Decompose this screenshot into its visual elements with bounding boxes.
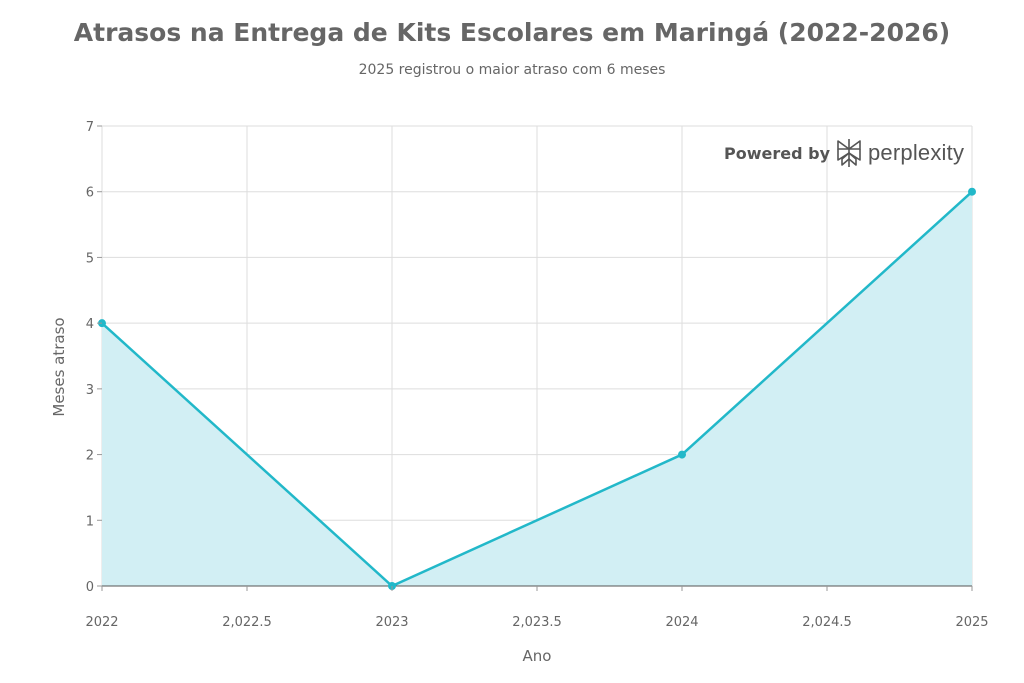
y-tick-label: 1	[86, 514, 94, 529]
x-tick-label: 2024	[665, 615, 698, 630]
y-tick-label: 6	[86, 186, 94, 201]
perplexity-logo-icon	[837, 139, 861, 167]
powered-by-text: Powered by	[724, 143, 830, 163]
y-tick-label: 5	[86, 251, 94, 266]
y-tick-label: 3	[86, 383, 94, 398]
series-line	[101, 190, 973, 588]
x-tick-label: 2,022.5	[222, 615, 272, 630]
y-tick-label: 0	[86, 580, 94, 595]
x-tick-label: 2,024.5	[802, 615, 852, 630]
x-tick-label: 2022	[85, 615, 118, 630]
chart-title: Atrasos na Entrega de Kits Escolares em …	[73, 18, 951, 47]
y-axis-ticks: 0 1 2 3 4 5 6 7	[86, 120, 102, 595]
area-fill	[102, 191, 972, 586]
data-point	[678, 450, 686, 459]
x-axis-label: Ano	[523, 647, 552, 665]
x-tick-label: 2,023.5	[512, 615, 562, 630]
y-axis-label: Meses atraso	[50, 317, 68, 416]
y-tick-label: 2	[86, 449, 94, 464]
x-tick-label: 2023	[375, 615, 408, 630]
y-tick-label: 4	[86, 317, 94, 332]
chart-subtitle: 2025 registrou o maior atraso com 6 mese…	[358, 62, 666, 78]
x-tick-label: 2025	[955, 615, 988, 630]
y-tick-label: 7	[86, 120, 94, 135]
x-axis-ticks: 2022 2,022.5 2023 2,023.5 2024 2,024.5 2025	[85, 586, 989, 630]
perplexity-brand-text: perplexity	[868, 140, 965, 165]
data-point	[968, 187, 976, 196]
perplexity-watermark: Powered by perplexity	[724, 138, 964, 168]
